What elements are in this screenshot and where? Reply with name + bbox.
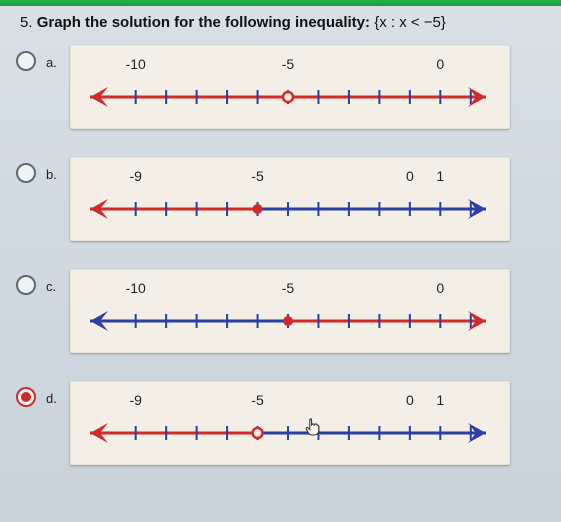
svg-text:1: 1 <box>436 392 444 408</box>
question-text: 5. Graph the solution for the following … <box>14 14 543 31</box>
svg-text:-5: -5 <box>251 168 264 184</box>
number-line-panel: -9 -5 0 1 <box>70 381 510 465</box>
number-line-panel: -10 -5 0 <box>70 269 510 353</box>
svg-text:-5: -5 <box>251 392 264 408</box>
option-c[interactable]: c. -10 -5 0 <box>16 269 543 353</box>
question-number: 5. <box>20 14 33 31</box>
number-line-panel: -9 -5 0 1 <box>70 157 510 241</box>
svg-text:-9: -9 <box>129 392 142 408</box>
svg-text:0: 0 <box>406 392 414 408</box>
option-letter: b. <box>46 167 60 182</box>
option-letter: a. <box>46 55 60 70</box>
option-letter: c. <box>46 279 60 294</box>
svg-text:-5: -5 <box>282 56 295 72</box>
svg-text:0: 0 <box>436 56 444 72</box>
svg-text:-10: -10 <box>126 280 146 296</box>
svg-text:-10: -10 <box>126 56 146 72</box>
radio-option-b[interactable] <box>16 163 36 183</box>
option-a[interactable]: a. -10 -5 0 <box>16 45 543 129</box>
radio-option-a[interactable] <box>16 51 36 71</box>
svg-text:0: 0 <box>406 168 414 184</box>
option-letter: d. <box>46 391 60 406</box>
option-b[interactable]: b. -9 -5 0 1 <box>16 157 543 241</box>
radio-option-d[interactable] <box>16 387 36 407</box>
question-stem: Graph the solution for the following ine… <box>37 14 370 31</box>
top-accent-bar <box>0 0 561 6</box>
page: 5. Graph the solution for the following … <box>0 0 561 522</box>
radio-option-c[interactable] <box>16 275 36 295</box>
answer-options: a. -10 -5 0 b. -9 -5 0 1 c. -10 -5 0 d. -9 -5 0 1 <box>14 45 543 465</box>
question-expression: {x : x < −5} <box>374 14 446 31</box>
number-line-panel: -10 -5 0 <box>70 45 510 129</box>
option-d[interactable]: d. -9 -5 0 1 <box>16 381 543 465</box>
svg-text:-9: -9 <box>129 168 142 184</box>
svg-text:-5: -5 <box>282 280 295 296</box>
svg-text:0: 0 <box>436 280 444 296</box>
svg-text:1: 1 <box>436 168 444 184</box>
